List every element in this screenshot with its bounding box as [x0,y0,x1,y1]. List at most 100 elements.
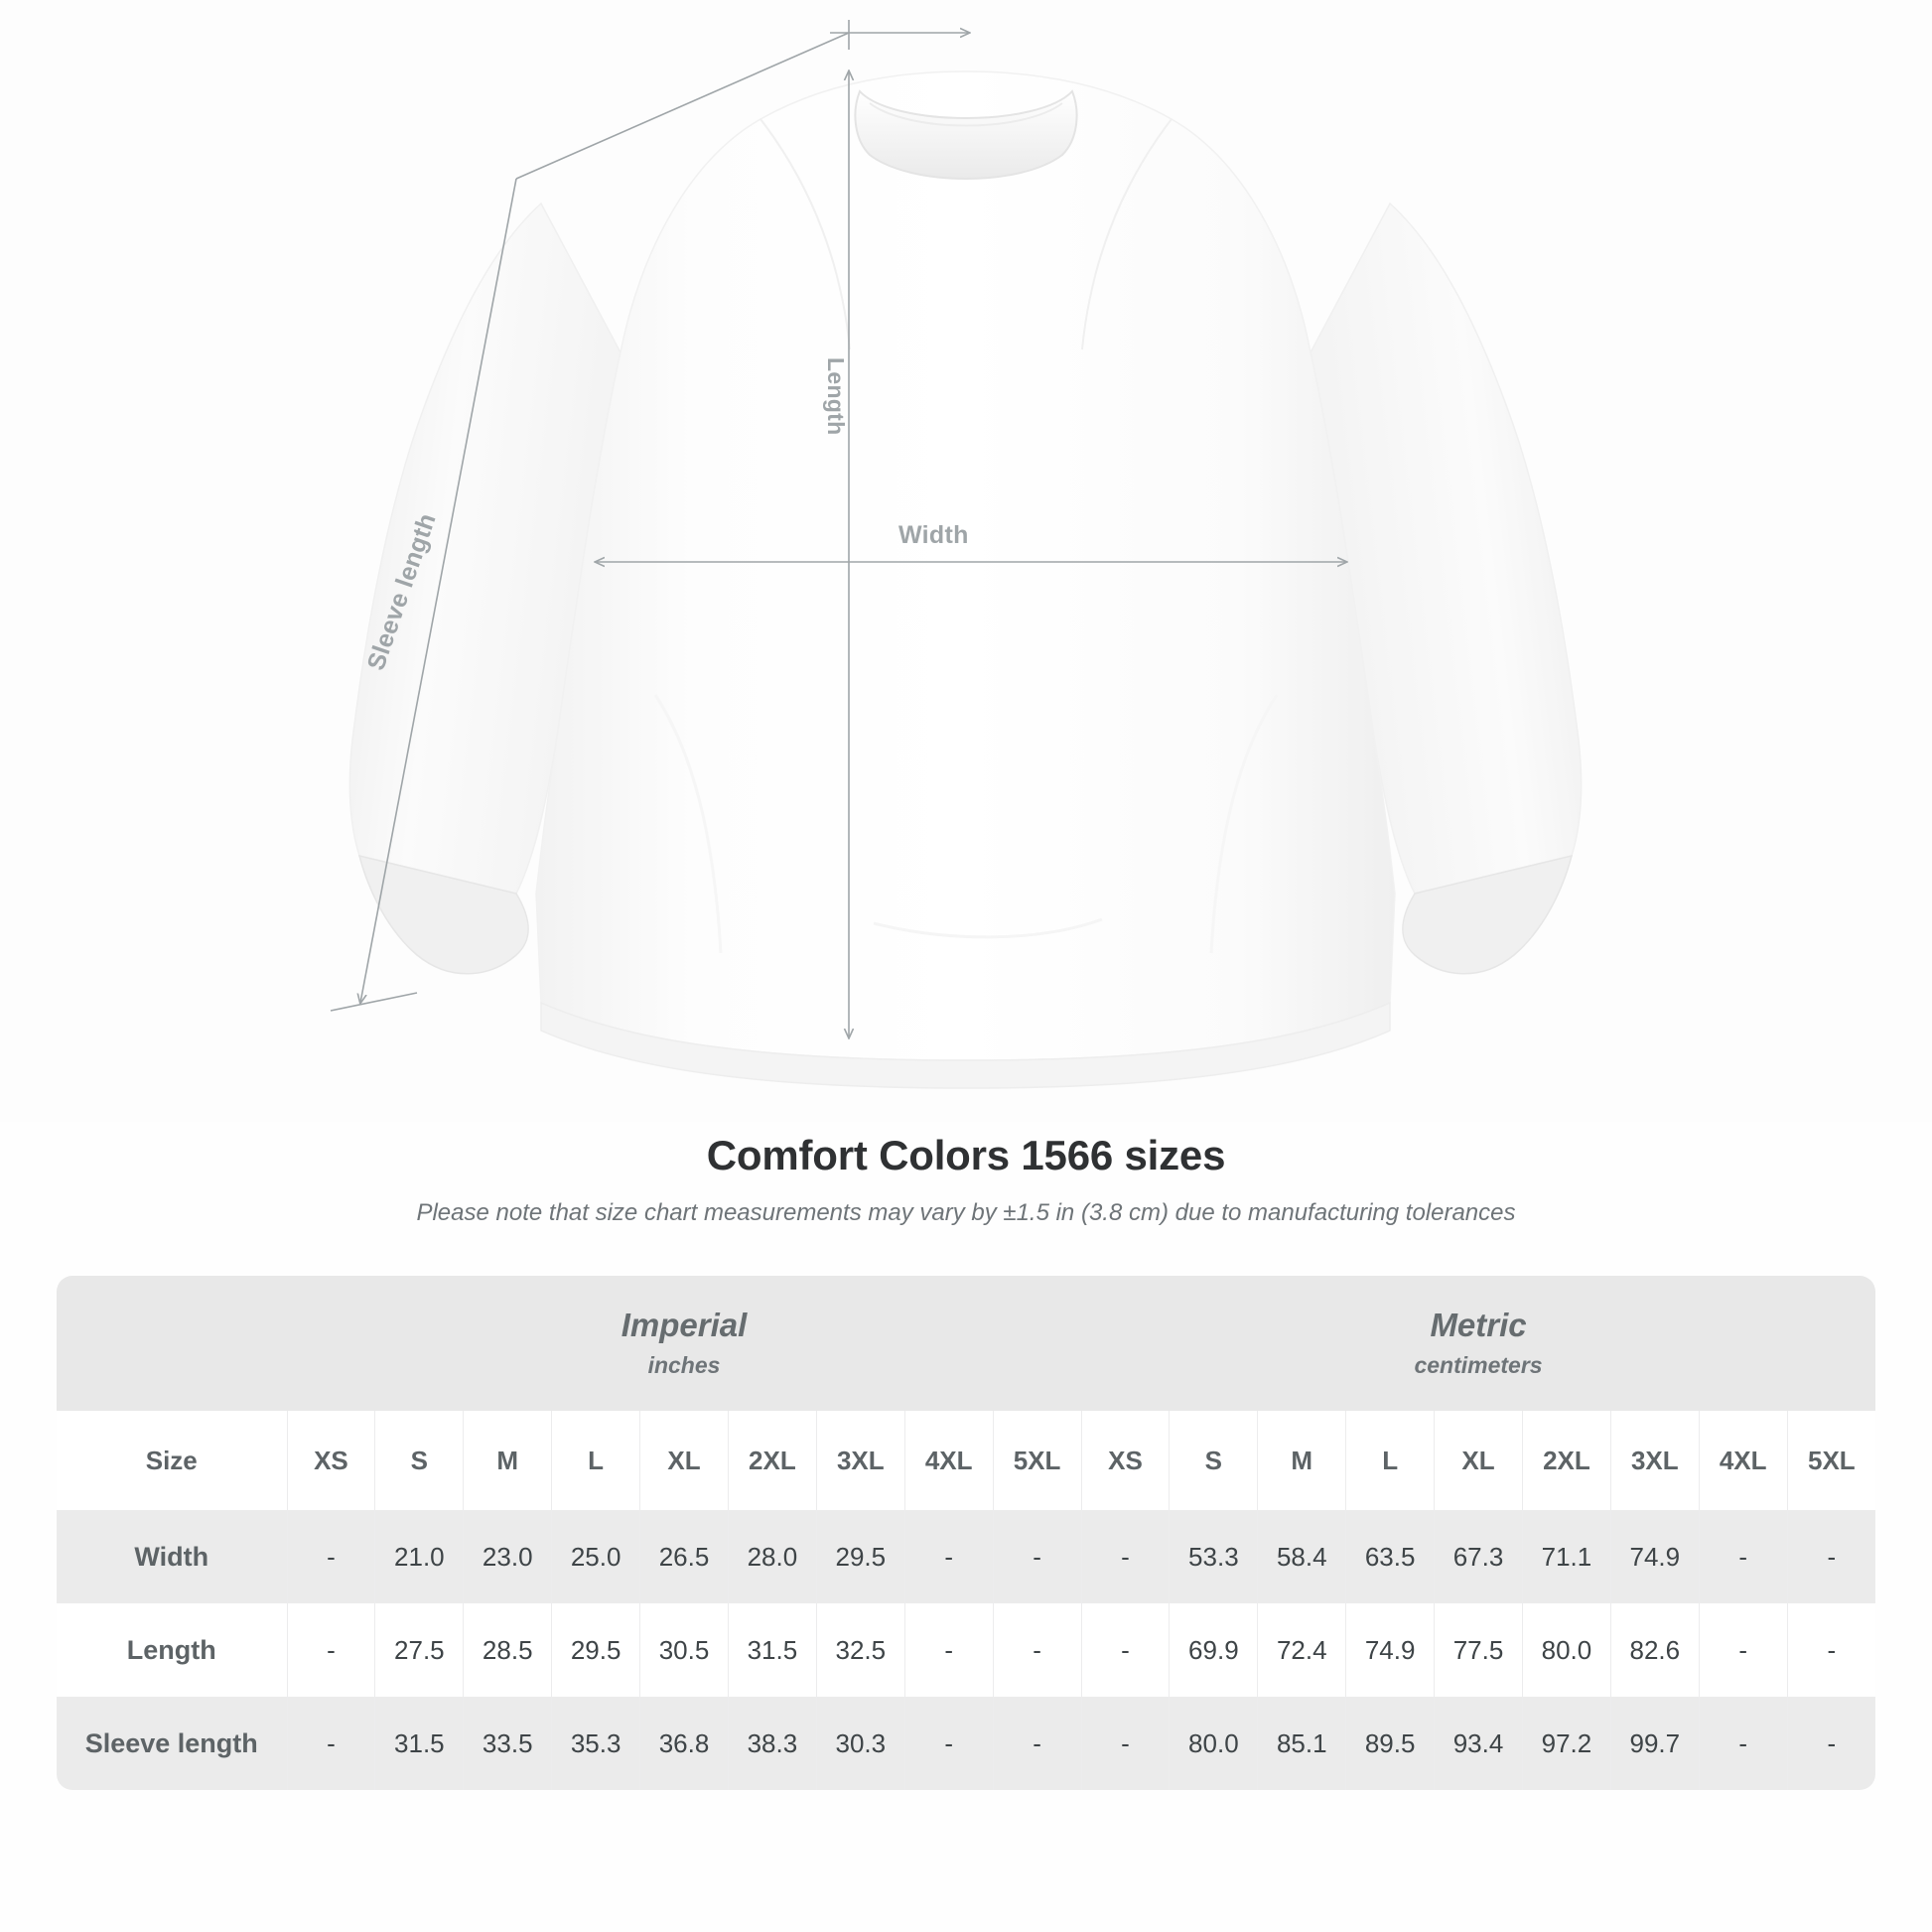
measurement-cell: 21.0 [374,1510,464,1603]
size-column-header: XL [1434,1411,1523,1510]
table-row: Width -21.0 23.0 25.0 26.5 28.0 29.5- - -53.3 58.… [57,1510,1876,1603]
size-column-header: 5XL [992,1411,1082,1510]
measurement-cell: 97.2 [1521,1697,1611,1790]
left-cuff [357,854,529,975]
body-panel [535,70,1396,1061]
right-shoulder-seam [1081,118,1173,350]
measurement-cell: - [903,1510,994,1603]
measurement-cell: 63.5 [1345,1510,1435,1603]
chart-heading: Comfort Colors 1566 sizes Please note th… [0,1132,1932,1227]
measurement-cell: - [286,1510,375,1603]
measurement-cell: 71.1 [1521,1510,1611,1603]
unit-name-metric: Metric [1430,1307,1527,1344]
measurement-cell: 53.3 [1169,1510,1258,1603]
measurement-cell: - [1698,1510,1788,1603]
sweatshirt-shape [348,70,1583,1089]
page-title: Comfort Colors 1566 sizes [706,1132,1226,1178]
measurement-cell: 69.9 [1169,1603,1258,1697]
table-row: Sleeve length -31.5 33.5 35.3 36.8 38.3 30.3- -… [57,1697,1876,1790]
measurement-cell: 35.3 [551,1697,640,1790]
table-head: Imperial inches Metric centimeters Size … [57,1276,1876,1510]
sleeve-bottom-tick [330,992,418,1012]
measurement-cell: 28.0 [727,1510,817,1603]
size-column-header: L [551,1411,640,1510]
size-column-header: 4XL [903,1411,994,1510]
measurement-cell: 38.3 [727,1697,817,1790]
size-column-header: 5XL [1786,1411,1876,1510]
measurement-cell: - [903,1603,994,1697]
unit-sub-metric: centimeters [1414,1351,1543,1378]
size-header-row: Size XS S M L XL 2XL 3XL 4XL 5XL XS S M L XL 2XL 3XL 4XL… [57,1411,1876,1510]
measurement-cell: 25.0 [551,1510,640,1603]
sleeve-leader-top [515,32,850,180]
measurement-cell: 30.3 [815,1697,905,1790]
length-dimension-label: Length [823,357,849,436]
measurement-cell: - [1698,1697,1788,1790]
unit-header-spacer [57,1276,287,1411]
measurement-cell: 28.5 [463,1603,552,1697]
measurement-cell: 26.5 [639,1510,729,1603]
measurement-row-label: Sleeve length [57,1697,287,1790]
measurement-cell: 72.4 [1257,1603,1346,1697]
measurement-cell: - [992,1697,1082,1790]
size-chart-table: Imperial inches Metric centimeters Size … [57,1276,1876,1790]
measurement-cell: 27.5 [374,1603,464,1697]
measurement-cell: 89.5 [1345,1697,1435,1790]
unit-sub-imperial: inches [647,1351,721,1378]
measurement-cell: 99.7 [1609,1697,1700,1790]
measurement-cell: - [286,1603,375,1697]
measurement-cell: 36.8 [639,1697,729,1790]
size-table-container: Imperial inches Metric centimeters Size … [57,1276,1876,1790]
collar-inner-line [869,102,1063,127]
measurement-cell: - [1080,1510,1170,1603]
measurement-cell: - [1786,1603,1876,1697]
measurement-cell: - [1080,1697,1170,1790]
table-body: Width -21.0 23.0 25.0 26.5 28.0 29.5- - -53.3 58.… [57,1510,1876,1790]
unit-header-imperial: Imperial inches [287,1276,1082,1411]
unit-name-imperial: Imperial [621,1307,748,1344]
measurement-cell: 82.6 [1609,1603,1700,1697]
size-column-header: 3XL [815,1411,905,1510]
size-header-label: Size [57,1411,287,1510]
size-column-header: XL [639,1411,729,1510]
measurement-cell: 74.9 [1345,1603,1435,1697]
measurement-cell: - [1698,1603,1788,1697]
measurement-cell: 33.5 [463,1697,552,1790]
size-column-header: 3XL [1609,1411,1700,1510]
measurement-cell: 77.5 [1434,1603,1523,1697]
measurement-cell: 93.4 [1434,1697,1523,1790]
right-cuff [1402,854,1574,975]
measurement-cell: 29.5 [815,1510,905,1603]
size-column-header: XS [1080,1411,1170,1510]
measurement-cell: - [1786,1697,1876,1790]
measurement-cell: - [1080,1603,1170,1697]
size-column-header: M [1257,1411,1346,1510]
fold-hem [873,917,1103,939]
measurement-cell: 31.5 [374,1697,464,1790]
measurement-guides [330,20,1346,1037]
measurement-cell: - [903,1697,994,1790]
size-column-header: S [374,1411,464,1510]
measurement-cell: 31.5 [727,1603,817,1697]
collar-ribbing [854,89,1078,180]
size-column-header: S [1169,1411,1258,1510]
measurement-cell: - [992,1510,1082,1603]
measurement-cell: 30.5 [639,1603,729,1697]
garment-illustration: Length Width Sleeve length [330,20,1583,1089]
measurement-cell: 32.5 [815,1603,905,1697]
bottom-hem [540,1001,1391,1089]
size-column-header: 4XL [1698,1411,1788,1510]
unit-header-metric: Metric centimeters [1081,1276,1876,1411]
measurement-cell: 23.0 [463,1510,552,1603]
measurement-cell: - [286,1697,375,1790]
measurement-cell: 74.9 [1609,1510,1700,1603]
measurement-row-label: Width [57,1510,287,1603]
table-row: Length -27.5 28.5 29.5 30.5 31.5 32.5- - -69.9 72… [57,1603,1876,1697]
sweatshirt-diagram [330,20,1583,1089]
measurement-cell: 58.4 [1257,1510,1346,1603]
size-column-header: 2XL [1521,1411,1611,1510]
size-column-header: XS [286,1411,375,1510]
measurement-cell: 80.0 [1521,1603,1611,1697]
measurement-cell: 80.0 [1169,1697,1258,1790]
